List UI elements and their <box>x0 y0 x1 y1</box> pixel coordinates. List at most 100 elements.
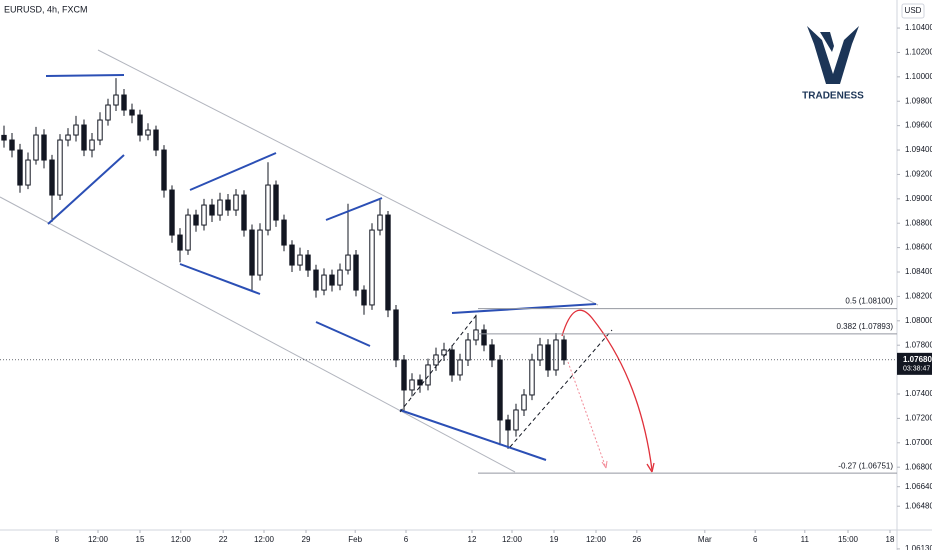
x-tick-label: 29 <box>302 535 311 544</box>
x-tick-label: 18 <box>886 535 895 544</box>
last-price-label: 1.07680 <box>903 355 932 364</box>
y-tick-label: 1.08600 <box>905 243 932 252</box>
x-tick-label: 11 <box>801 535 810 544</box>
candle-body <box>41 134 47 161</box>
fib-label: -0.27 (1.06751) <box>838 461 893 470</box>
candle-body <box>169 189 175 236</box>
candle-body <box>161 149 167 191</box>
y-tick-label: 1.10400 <box>905 23 932 32</box>
plot-area <box>1 78 567 449</box>
candle-body <box>281 219 287 246</box>
trend-line <box>325 197 383 221</box>
candle-body <box>513 409 519 431</box>
candle-body <box>457 359 463 376</box>
candle-body <box>393 309 399 361</box>
currency-label: USD <box>905 6 922 15</box>
candle-body <box>361 289 367 306</box>
trend-line <box>179 263 261 295</box>
y-tick-label: 1.08800 <box>905 218 932 227</box>
logo-shape <box>807 26 859 84</box>
wedge-lines <box>399 312 613 448</box>
candle-body <box>25 159 31 186</box>
x-tick-label: 12:00 <box>254 535 275 544</box>
x-tick-label: 8 <box>55 535 60 544</box>
chart-title: EURUSD, 4h, FXCM <box>4 4 88 14</box>
y-tick-label: 1.08200 <box>905 292 932 301</box>
currency-box <box>901 3 925 19</box>
candle-body <box>225 199 231 211</box>
candle-body <box>353 254 359 291</box>
candle-body <box>289 244 295 266</box>
candle-body <box>321 274 327 291</box>
candle-body <box>177 234 183 251</box>
candle-body <box>441 349 447 356</box>
candle-body <box>33 134 39 161</box>
brand-logo <box>807 26 859 84</box>
candle-body <box>89 139 95 151</box>
candle-body <box>505 419 511 431</box>
candle-body <box>257 229 263 276</box>
candle-body <box>17 149 23 186</box>
trend-line <box>189 152 277 191</box>
candle-body <box>113 94 119 106</box>
candle-body <box>305 254 311 271</box>
x-tick-label: 15:00 <box>838 535 859 544</box>
wedge-line <box>399 312 479 413</box>
y-tick-label: 1.10000 <box>905 72 932 81</box>
projection-curve <box>561 309 653 471</box>
y-tick-label: 1.09600 <box>905 121 932 130</box>
candle-body <box>1 134 7 141</box>
candle-body <box>489 344 495 361</box>
candle-body <box>249 229 255 276</box>
x-tick-label: 12:00 <box>586 535 607 544</box>
candle-body <box>337 269 343 286</box>
candle-body <box>345 254 351 271</box>
candle-body <box>81 124 87 151</box>
brand-name: TRADENESS <box>802 91 864 102</box>
candle-body <box>473 329 479 341</box>
candle-body <box>465 339 471 361</box>
candle-body <box>65 134 71 141</box>
trend-lines <box>45 74 597 461</box>
y-tick-label: 1.07000 <box>905 438 932 447</box>
countdown-label: 03:38:47 <box>903 366 930 373</box>
candle-body <box>449 349 455 376</box>
candle-body <box>377 214 383 231</box>
channel-line <box>0 196 516 473</box>
x-tick-label: 12 <box>468 535 477 544</box>
candle-body <box>297 254 303 266</box>
y-tick-label: 1.06480 <box>905 501 932 510</box>
wedge-line <box>509 329 613 448</box>
y-tick-label: 1.08400 <box>905 267 932 276</box>
x-tick-label: 6 <box>753 535 758 544</box>
trend-line <box>399 409 547 461</box>
y-tick-label: 1.06640 <box>905 482 932 491</box>
x-tick-label: 12:00 <box>171 535 192 544</box>
candle-body <box>409 379 415 391</box>
y-tick-label: 1.08000 <box>905 316 932 325</box>
candle-body <box>385 214 391 311</box>
candle-body <box>129 109 135 116</box>
candle-body <box>561 339 567 361</box>
candle-body <box>217 199 223 216</box>
candle-body <box>193 214 199 226</box>
y-tick-label: 1.09200 <box>905 170 932 179</box>
candle-body <box>537 344 543 361</box>
x-tick-label: 15 <box>136 535 145 544</box>
candle-body <box>9 139 15 151</box>
channel-line <box>97 49 599 306</box>
x-tick-label: 6 <box>404 535 409 544</box>
candle-body <box>97 119 103 141</box>
candle-body <box>481 329 487 346</box>
candle-body <box>121 94 127 111</box>
candle-body <box>241 194 247 231</box>
candle-body <box>153 129 159 151</box>
arrow-head <box>646 462 655 473</box>
y-tick-label: 1.09800 <box>905 96 932 105</box>
y-tick-label: 1.07800 <box>905 340 932 349</box>
candle-body <box>137 114 143 136</box>
candle-body <box>497 359 503 421</box>
x-tick-label: 26 <box>632 535 641 544</box>
arrow-head <box>601 460 608 469</box>
